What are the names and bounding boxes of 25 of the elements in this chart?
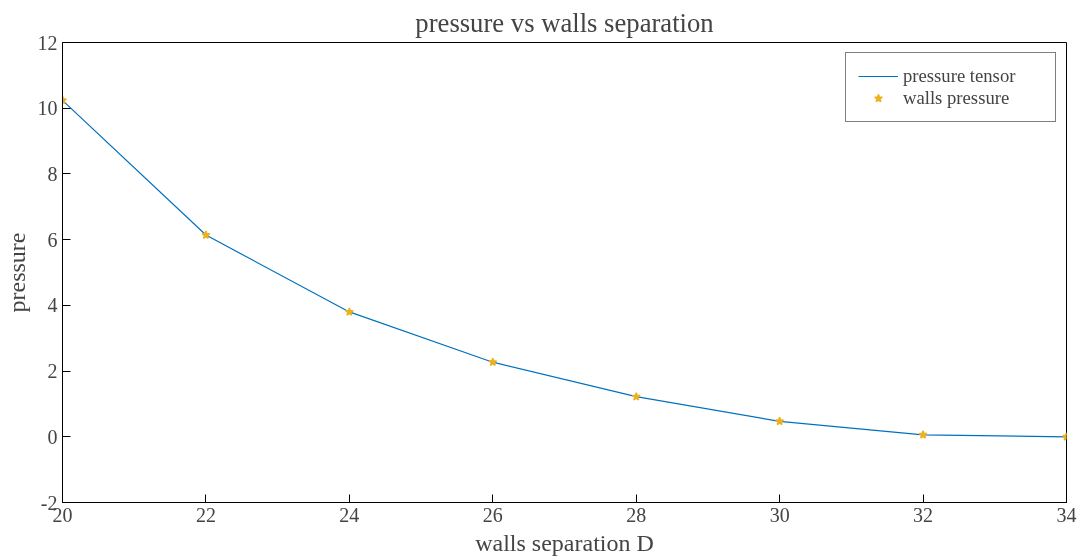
x-tick-label: 28 xyxy=(626,503,647,526)
y-tick-label: 12 xyxy=(37,31,58,54)
point xyxy=(488,357,498,367)
x-tick-label: 34 xyxy=(1056,503,1077,526)
y-tick-label: 4 xyxy=(47,294,58,317)
legend-label: walls pressure xyxy=(903,87,1011,109)
y-tick-label: 6 xyxy=(47,228,58,251)
y-tick-label: 8 xyxy=(47,162,58,185)
y-tick-label: 2 xyxy=(47,360,58,383)
point xyxy=(344,307,354,316)
x-tick-label: 22 xyxy=(195,503,216,526)
point xyxy=(201,230,211,240)
point xyxy=(631,391,641,401)
y-tick-label: 0 xyxy=(47,425,58,448)
x-tick-label: 26 xyxy=(482,503,503,526)
point xyxy=(775,416,785,426)
point xyxy=(918,430,928,439)
y-axis-title: pressure xyxy=(3,232,30,313)
y-tick-label: 10 xyxy=(37,97,58,120)
x-tick-label: 24 xyxy=(339,503,360,526)
legend-label: pressure tensor xyxy=(903,65,1017,87)
chart-title: pressure vs walls separation xyxy=(415,7,714,38)
x-axis-title: walls separation D xyxy=(475,529,654,556)
x-tick-label: 30 xyxy=(769,503,790,526)
x-tick-label: 32 xyxy=(913,503,934,526)
